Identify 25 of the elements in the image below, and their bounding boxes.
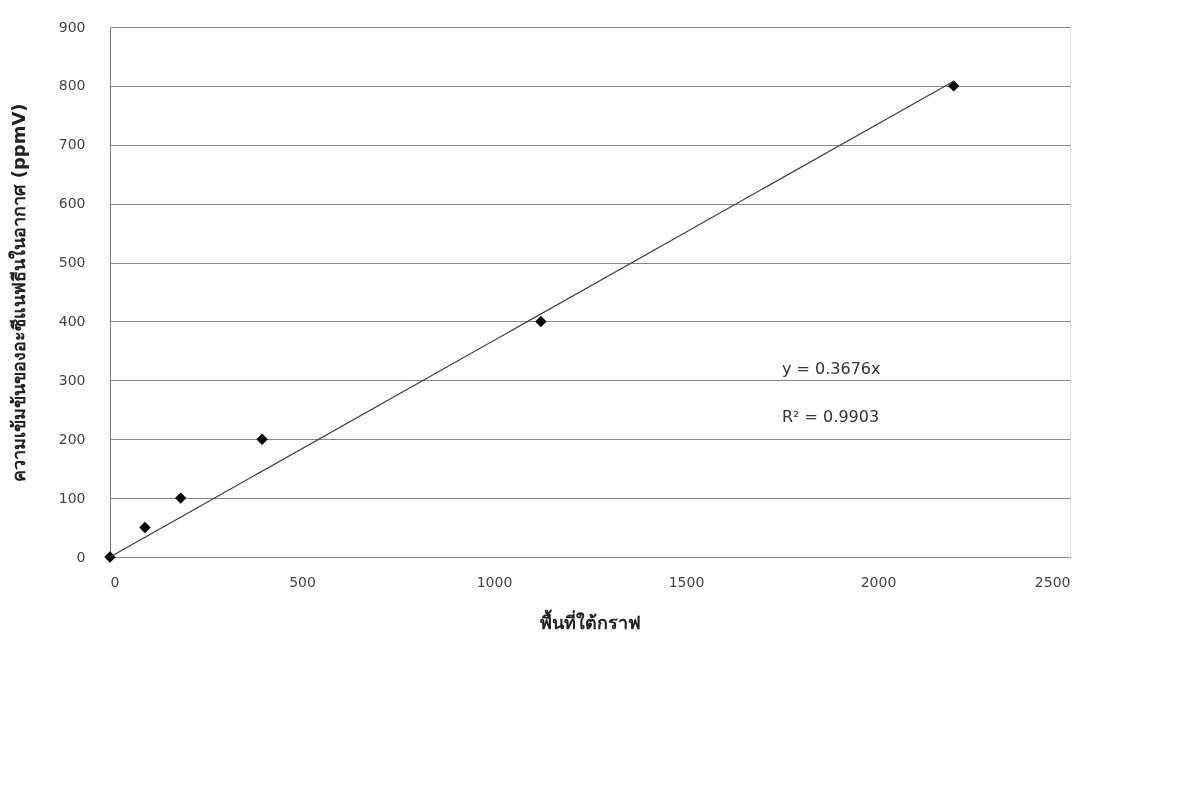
y-tick-label: 600 <box>58 195 86 212</box>
y-tick-label: 700 <box>58 136 86 153</box>
y-tick-label: 800 <box>58 77 86 94</box>
annotation: y = 0.3676x <box>782 358 881 378</box>
x-tick-label: 2500 <box>1034 573 1071 590</box>
point <box>174 492 187 504</box>
y-tick-label: 300 <box>58 371 86 388</box>
point <box>947 80 960 92</box>
x-tick-label: 1500 <box>668 573 705 590</box>
x-tick-label: 1000 <box>476 573 513 590</box>
x-tick-label: 0 <box>110 573 120 590</box>
y-tick-label: 900 <box>58 18 86 35</box>
x-axis-title: พื้นที่ใต้กราฟ <box>540 608 641 633</box>
point <box>256 433 268 445</box>
y-tick-label: 0 <box>76 548 86 565</box>
y-axis-title: ความเข้มข้นของอะซีแนฟธีนในอากาศ (ppmV) <box>7 103 29 482</box>
point <box>139 521 151 534</box>
annotation: R² = 0.9903 <box>782 406 880 426</box>
y-tick-label: 100 <box>58 489 86 506</box>
y-tick-label: 400 <box>58 312 86 329</box>
y-tick-label: 500 <box>58 254 86 271</box>
point <box>535 315 547 328</box>
x-tick-label: 500 <box>289 573 316 590</box>
y-tick-label: 200 <box>58 430 86 447</box>
x-tick-label: 2000 <box>860 573 897 590</box>
